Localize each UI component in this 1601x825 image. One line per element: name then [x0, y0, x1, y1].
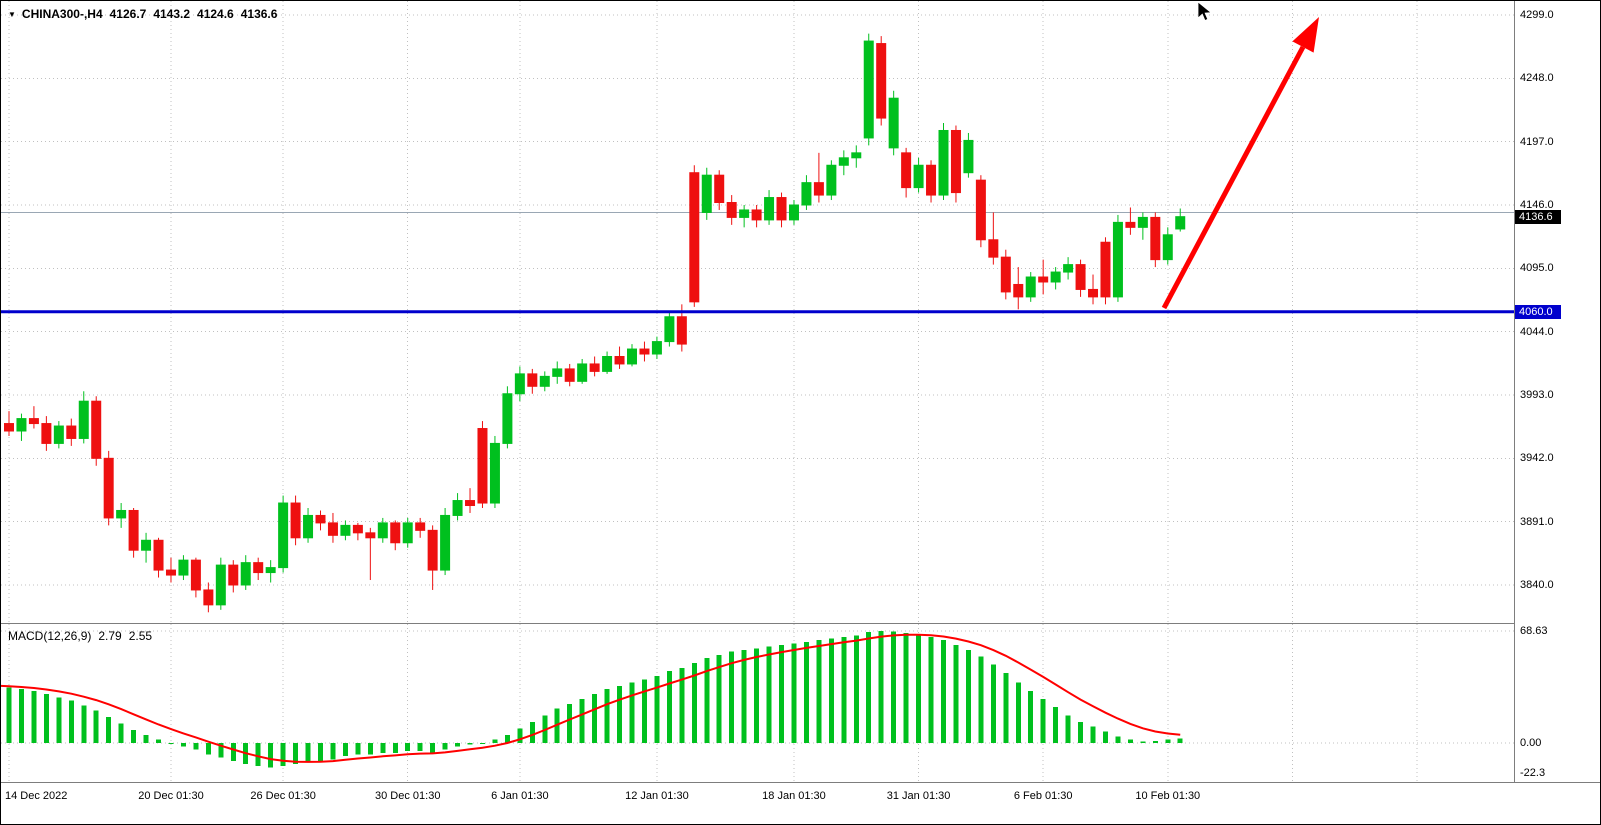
macd-canvas[interactable] — [1, 624, 1514, 782]
quote-high: 4143.2 — [153, 7, 191, 21]
macd-name: MACD(12,26,9) — [8, 629, 92, 643]
macd-main-value: 2.79 — [98, 629, 122, 643]
current-price-badge: 4136.6 — [1515, 209, 1561, 224]
price-axis-label: 4248.0 — [1520, 72, 1554, 85]
time-axis-label: 26 Dec 01:30 — [250, 790, 316, 802]
price-axis-label: 4095.0 — [1520, 262, 1554, 275]
time-axis-label: 30 Dec 01:30 — [375, 790, 441, 802]
time-axis-label: 20 Dec 01:30 — [138, 790, 204, 802]
time-axis-label: 31 Jan 01:30 — [886, 790, 951, 802]
price-axis-label: 3891.0 — [1520, 515, 1554, 528]
time-axis-label: 6 Jan 01:30 — [491, 790, 549, 802]
quote-low: 4124.6 — [197, 7, 234, 21]
macd-signal-value: 2.55 — [128, 629, 153, 643]
price-axis-label: 4146.0 — [1520, 198, 1554, 211]
time-axis-label: 6 Feb 01:30 — [1013, 790, 1073, 802]
macd-indicator-label: MACD(12,26,9) 2.79 2.55 — [8, 629, 152, 643]
panel-separator[interactable] — [1, 623, 1514, 624]
macd-axis-label: 68.63 — [1520, 625, 1548, 638]
price-axis-label: 3942.0 — [1520, 452, 1554, 465]
macd-axis-label: 0.00 — [1520, 737, 1542, 749]
candlestick-canvas[interactable] — [1, 1, 1514, 623]
time-axis-label: 18 Jan 01:30 — [762, 790, 826, 802]
price-axis-label: 4197.0 — [1520, 135, 1554, 148]
symbol-timeframe-label: CHINA300-,H4 — [21, 7, 103, 21]
quote-close: 4136.6 — [240, 7, 278, 21]
time-axis[interactable]: 14 Dec 2022 20 Dec 01:30 26 Dec 01:30 30 De… — [1, 782, 1600, 824]
price-axis-label: 3840.0 — [1520, 578, 1554, 591]
price-axis[interactable]: 4136.6 4060.0 4299.0 4248.0 4197.0 4146.0 40… — [1514, 1, 1600, 782]
time-axis-label: 10 Feb 01:30 — [1135, 790, 1201, 802]
price-chart-area[interactable]: ▼ CHINA300-,H4 4126.7 4143.2 4124.6 4136… — [1, 1, 1514, 623]
hline-price-badge: 4060.0 — [1515, 304, 1561, 319]
symbol-readout: ▼ CHINA300-,H4 4126.7 4143.2 4124.6 4136… — [8, 7, 277, 21]
price-axis-label: 4044.0 — [1520, 325, 1554, 338]
time-axis-label: 14 Dec 2022 — [5, 790, 68, 802]
symbol-dropdown-icon[interactable]: ▼ — [8, 9, 16, 19]
macd-indicator-panel[interactable]: MACD(12,26,9) 2.79 2.55 — [1, 624, 1514, 782]
quote-open: 4126.7 — [109, 7, 147, 21]
macd-axis-label: -22.3 — [1520, 767, 1546, 779]
price-axis-label: 3993.0 — [1520, 388, 1554, 401]
price-axis-label: 4299.0 — [1520, 9, 1554, 21]
time-axis-label: 12 Jan 01:30 — [625, 790, 689, 802]
